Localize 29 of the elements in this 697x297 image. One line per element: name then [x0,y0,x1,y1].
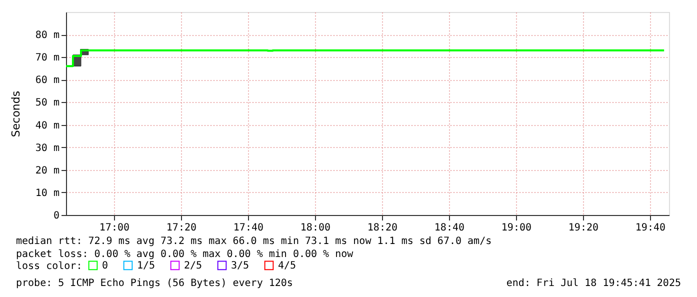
legend-label: 4/5 [278,260,296,272]
x-tick-label: 17:00 [99,222,130,234]
legend-label: 3/5 [231,260,250,272]
legend-label: 0 [102,260,108,272]
y-tick-label: 10 m [35,188,60,199]
text: end: Fri Jul 18 19:45:41 2025 [506,278,681,289]
y-tick-label: 80 m [35,30,60,42]
y-tick-label: 40 m [35,120,60,132]
y-tick-label: 30 m [35,142,60,154]
y-tick-label: 20 m [35,165,60,176]
text: probe: 5 ICMP Echo Pings (56 Bytes) every 120s [16,278,293,289]
x-tick-label: 19:20 [568,222,599,234]
x-tick-label: 19:40 [635,222,666,234]
y-tick-label: 60 m [35,75,60,86]
text: packet loss: 0.00 % avg 0.00 % max 0.00 % min 0.00 % now [16,249,354,260]
legend-label: 1/5 [137,260,156,272]
legend-label: 2/5 [184,260,202,272]
x-tick-label: 19:00 [501,222,532,234]
legend-title: loss color: [16,261,82,272]
x-tick-label: 18:20 [367,222,398,234]
x-tick-label: 18:40 [434,222,465,234]
y-axis-title: Seconds [9,90,22,138]
text: median rtt: 72.9 ms avg 73.2 ms max 66.0 ms min 73.1 ms now 1.1 ms sd 67.0 am/s [16,236,492,247]
x-tick-label: 17:40 [233,222,264,234]
y-tick-label: 70 m [35,52,60,64]
x-tick-label: 17:20 [166,222,197,234]
y-tick-label: 50 m [35,98,60,109]
y-tick-label: 0 [53,210,60,222]
x-tick-label: 18:00 [300,222,331,234]
